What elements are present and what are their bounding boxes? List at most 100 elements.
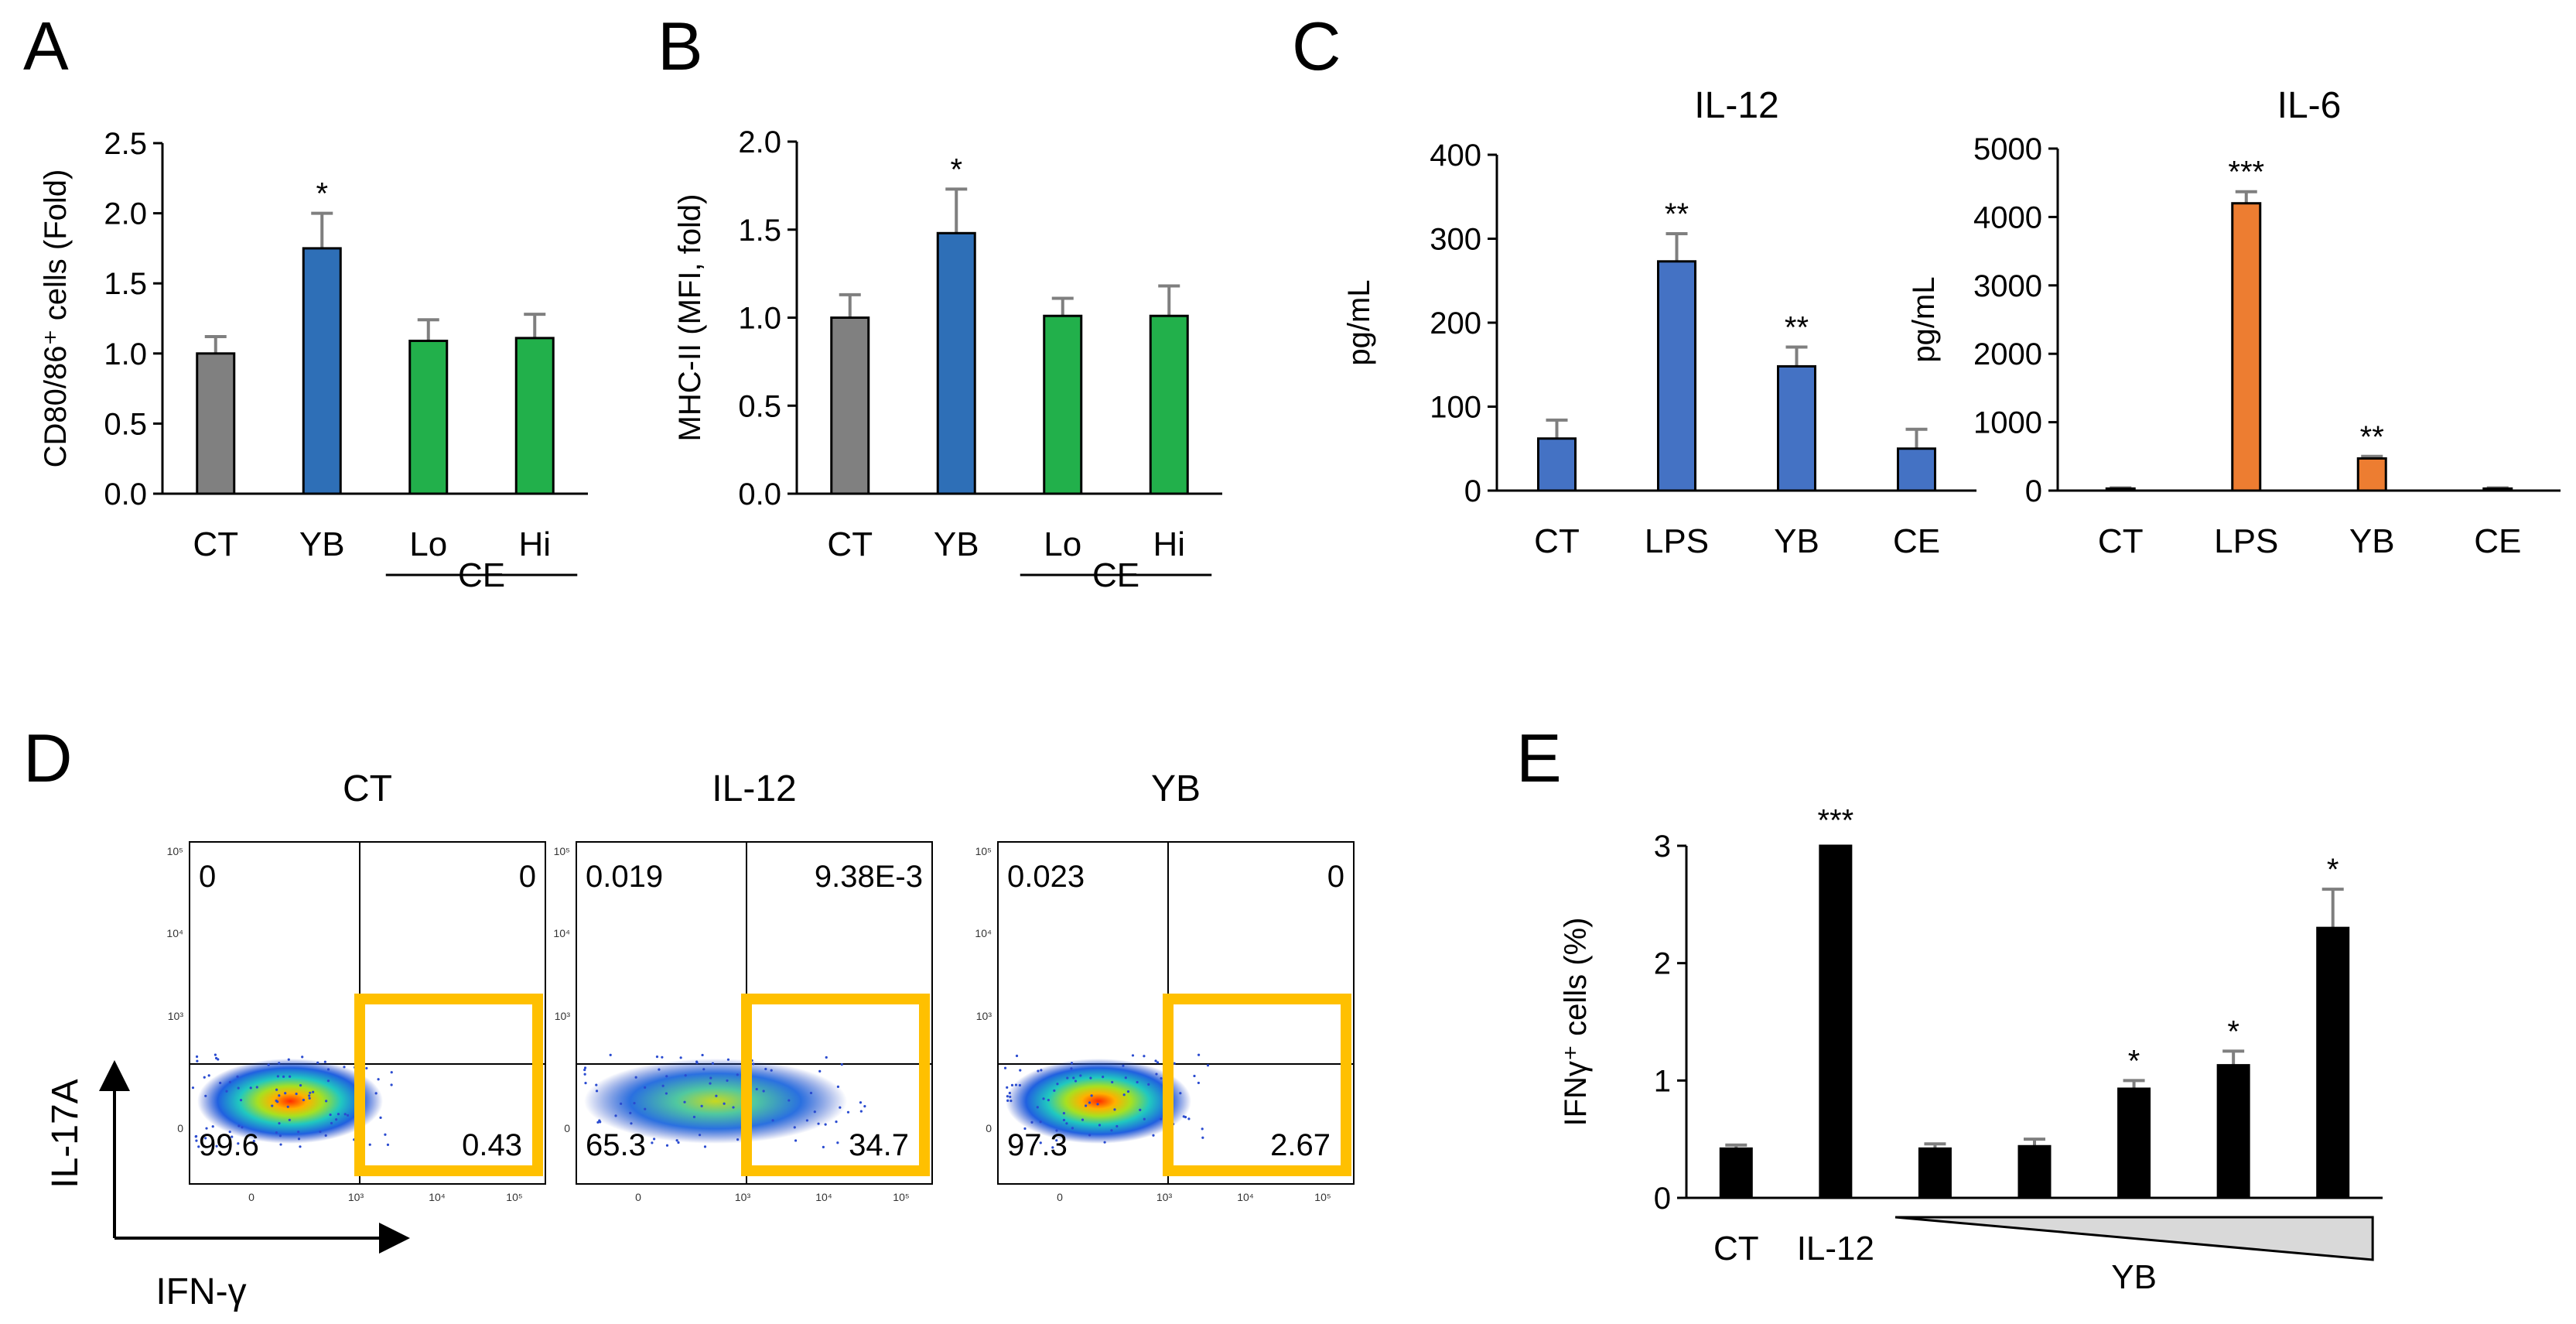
flow-y-tick: 0: [564, 1122, 570, 1134]
event-dot: [840, 1062, 843, 1066]
event-dot: [1062, 1118, 1066, 1122]
y-tick-label: 200: [1430, 306, 1481, 340]
category-label: YB: [934, 525, 979, 563]
y-tick-label: 0.0: [738, 477, 781, 511]
event-dot: [1113, 1108, 1116, 1111]
bar-lo: [1043, 314, 1083, 495]
event-dot: [1102, 1076, 1105, 1079]
density-cloud: [584, 1059, 847, 1144]
event-dot: [287, 1058, 290, 1061]
event-dot: [312, 1090, 315, 1093]
chart-c-il-6: IL-6 0 1000 2000 3000 4000 5000 pg/mL CT *** LPS **…: [1907, 85, 2561, 560]
event-dot: [1006, 1086, 1009, 1089]
flow-plot-title: YB: [1151, 768, 1201, 809]
flow-y-tick: 10⁵: [975, 845, 992, 857]
event-dot: [1206, 1064, 1210, 1067]
event-dot: [288, 1118, 291, 1121]
event-dot: [204, 1137, 207, 1140]
y-axis-label: pg/mL: [1907, 276, 1941, 362]
flow-plot-title: CT: [343, 768, 392, 809]
y-tick-label: 5000: [1973, 132, 2042, 166]
event-dot: [583, 1068, 586, 1072]
bar-lps: [2231, 202, 2262, 492]
event-dot: [698, 1134, 702, 1137]
event-dot: [1089, 1076, 1092, 1079]
flow-x-tick: 10⁴: [1237, 1191, 1254, 1203]
y-tick-label: 3000: [1973, 269, 2042, 303]
event-dot: [793, 1126, 796, 1129]
event-dot: [1019, 1069, 1022, 1072]
event-dot: [278, 1094, 281, 1097]
quadrant-upper-left-value: 0: [199, 860, 216, 894]
category-label: LPS: [2214, 522, 2278, 560]
event-dot: [365, 1066, 368, 1070]
event-dot: [675, 1139, 678, 1142]
bar-ce: [2482, 487, 2513, 492]
event-dot: [595, 1090, 599, 1093]
event-dot: [695, 1061, 699, 1064]
category-label: CT: [1534, 522, 1580, 560]
event-dot: [308, 1094, 311, 1097]
bar-dose-5: [2216, 1064, 2250, 1199]
event-dot: [679, 1056, 682, 1059]
event-dot: [1160, 1117, 1163, 1120]
event-dot: [813, 1110, 816, 1114]
event-dot: [1066, 1076, 1069, 1079]
event-dot: [633, 1102, 636, 1105]
quadrant-lower-right-value: 0.43: [462, 1128, 522, 1162]
y-tick-label: 0.5: [104, 407, 147, 441]
event-dot: [271, 1104, 274, 1107]
event-dot: [825, 1055, 828, 1059]
event-dot: [316, 1061, 319, 1064]
event-dot: [1110, 1129, 1113, 1132]
event-dot: [1147, 1083, 1150, 1086]
event-dot: [661, 1055, 664, 1059]
category-label: Hi: [518, 525, 551, 563]
event-dot: [1096, 1103, 1099, 1106]
event-dot: [1053, 1089, 1056, 1092]
bar-dose-6: [2316, 926, 2350, 1199]
event-dot: [211, 1125, 214, 1128]
event-dot: [195, 1139, 198, 1142]
event-dot: [275, 1099, 278, 1103]
event-dot: [335, 1118, 338, 1121]
event-dot: [620, 1102, 623, 1105]
event-dot: [1085, 1104, 1088, 1107]
y-tick-label: 2.0: [738, 125, 781, 159]
event-dot: [771, 1119, 774, 1122]
event-dot: [1088, 1101, 1092, 1104]
event-dot: [836, 1141, 839, 1144]
flow-x-tick: 10⁵: [893, 1191, 909, 1203]
event-dot: [1122, 1093, 1126, 1096]
bar-hi: [514, 337, 555, 495]
quadrant-lower-left-value: 99.6: [199, 1128, 259, 1162]
y-tick-label: 4000: [1973, 200, 2042, 234]
event-dot: [252, 1140, 255, 1143]
event-dot: [711, 1062, 715, 1065]
event-dot: [1042, 1097, 1045, 1100]
event-dot: [1023, 1127, 1027, 1131]
event-dot: [1006, 1099, 1010, 1102]
chart-c-il-12: IL-12 0 100 200 300 400 pg/mL CT ** LPS ** YB CE: [1342, 85, 1976, 560]
flow-y-tick: 10⁴: [553, 927, 570, 939]
event-dot: [299, 1084, 302, 1087]
event-dot: [818, 1069, 822, 1073]
event-dot: [1143, 1117, 1146, 1120]
event-dot: [1015, 1054, 1019, 1058]
quadrant-lower-left-value: 97.3: [1007, 1128, 1068, 1162]
event-dot: [326, 1068, 330, 1071]
event-dot: [1039, 1141, 1042, 1144]
chart-title-c2: IL-6: [2277, 85, 2342, 126]
y-tick-label: 300: [1430, 223, 1481, 257]
flow-x-tick: 0: [1057, 1191, 1063, 1203]
bar-ct: [830, 316, 870, 495]
event-dot: [249, 1086, 252, 1090]
event-dot: [1009, 1095, 1012, 1099]
y-tick-label: 0.5: [738, 389, 781, 423]
bar-dose-3: [2017, 1144, 2052, 1199]
event-dot: [1071, 1127, 1074, 1130]
category-label: Lo: [409, 525, 447, 563]
density-cloud: [1006, 1059, 1191, 1144]
event-dot: [377, 1078, 380, 1081]
